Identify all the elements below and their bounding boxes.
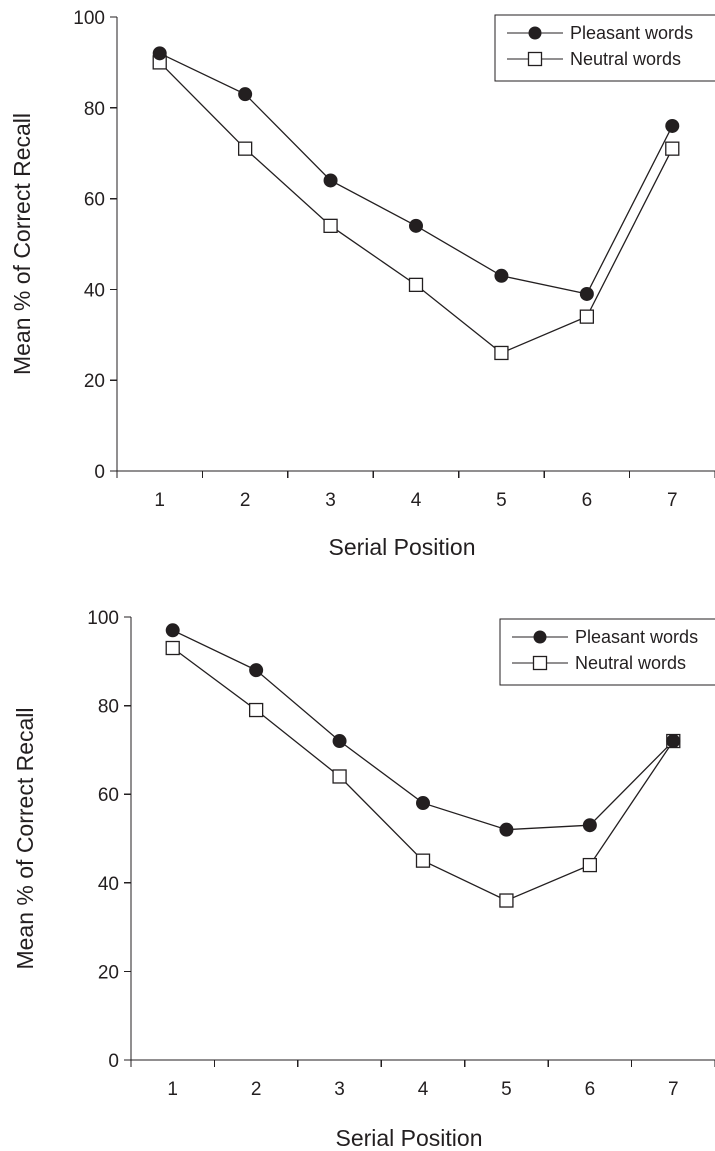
y-axis-label: Mean % of Correct Recall [9,113,35,375]
legend-box [494,14,715,82]
x-tick-label: 4 [418,1079,429,1100]
data-point-pleasant [238,87,253,102]
legend-label: Pleasant words [575,627,698,647]
legend-marker-circle [533,630,547,644]
data-point-neutral [165,640,180,656]
data-point-pleasant [665,118,680,133]
y-tick-label: 40 [98,874,119,895]
data-point-neutral [582,857,598,873]
y-tick-label: 100 [87,608,119,629]
series-line-1 [159,52,673,295]
data-point-neutral [248,702,264,718]
y-tick-label: 60 [98,785,119,806]
series-line-2 [159,61,673,354]
x-tick-label: 1 [154,490,165,511]
x-tick-label: 3 [325,490,336,511]
data-point-pleasant [499,822,514,837]
y-tick-label: 40 [84,280,105,301]
data-point-pleasant [165,623,180,638]
legend-label: Pleasant words [570,23,693,43]
data-point-neutral [332,769,347,784]
legend-label: Neutral words [570,49,681,69]
y-tick-label: 60 [84,190,105,211]
data-point-neutral [408,277,424,293]
legend: Pleasant words Neutral words [494,14,715,82]
legend-label: Neutral words [575,653,686,673]
x-axis-label: Serial Position [335,1125,482,1151]
y-axis-label: Mean % of Correct Recall [12,707,38,969]
data-point-neutral [237,141,253,156]
x-tick-label: 3 [334,1079,345,1100]
data-point-neutral [579,309,595,324]
data-point-pleasant [416,796,430,811]
y-tick-label: 20 [98,962,119,983]
data-point-pleasant [323,173,338,188]
x-tick-label: 5 [496,490,507,511]
y-tick-label: 100 [73,8,105,29]
data-point-pleasant [409,218,423,233]
x-tick-label: 1 [167,1079,178,1100]
data-point-neutral [494,345,509,361]
data-point-pleasant [494,268,509,283]
data-point-neutral [323,218,338,233]
x-tick-label: 6 [585,1079,596,1100]
y-tick-label: 80 [98,697,119,718]
legend-marker-square [532,655,548,671]
x-tick-label: 5 [501,1079,512,1100]
data-point-pleasant [249,663,264,678]
data-point-neutral [665,141,680,156]
y-tick-label: 80 [84,99,105,120]
x-tick-label: 6 [582,490,593,511]
y-tick-label: 20 [84,371,105,392]
y-tick-label: 0 [94,462,105,483]
data-point-pleasant [579,286,594,301]
x-tick-label: 2 [251,1079,262,1100]
data-point-pleasant [332,734,347,749]
data-point-neutral [499,893,514,908]
x-tick-label: 7 [667,490,678,511]
y-tick-label: 0 [108,1051,119,1072]
data-point-pleasant [152,46,167,61]
chart-panel-2: 0 20 40 60 80 100 1 2 3 4 5 6 7 Serial Position Mean %… [12,608,715,1151]
legend: Pleasant words Neutral words [499,618,715,686]
legend-marker-circle [528,26,542,40]
data-point-neutral [415,853,431,868]
legend-marker-square [527,51,543,67]
legend-box [499,618,715,686]
chart-panel-1: 0 20 40 60 80 100 1 2 3 4 5 6 7 Serial Position Mean %… [9,8,715,560]
data-point-pleasant [666,734,681,749]
x-axis-label: Serial Position [328,534,475,560]
x-tick-label: 2 [240,490,251,511]
x-tick-label: 4 [411,490,422,511]
data-point-pleasant [582,818,597,833]
x-tick-label: 7 [668,1079,679,1100]
